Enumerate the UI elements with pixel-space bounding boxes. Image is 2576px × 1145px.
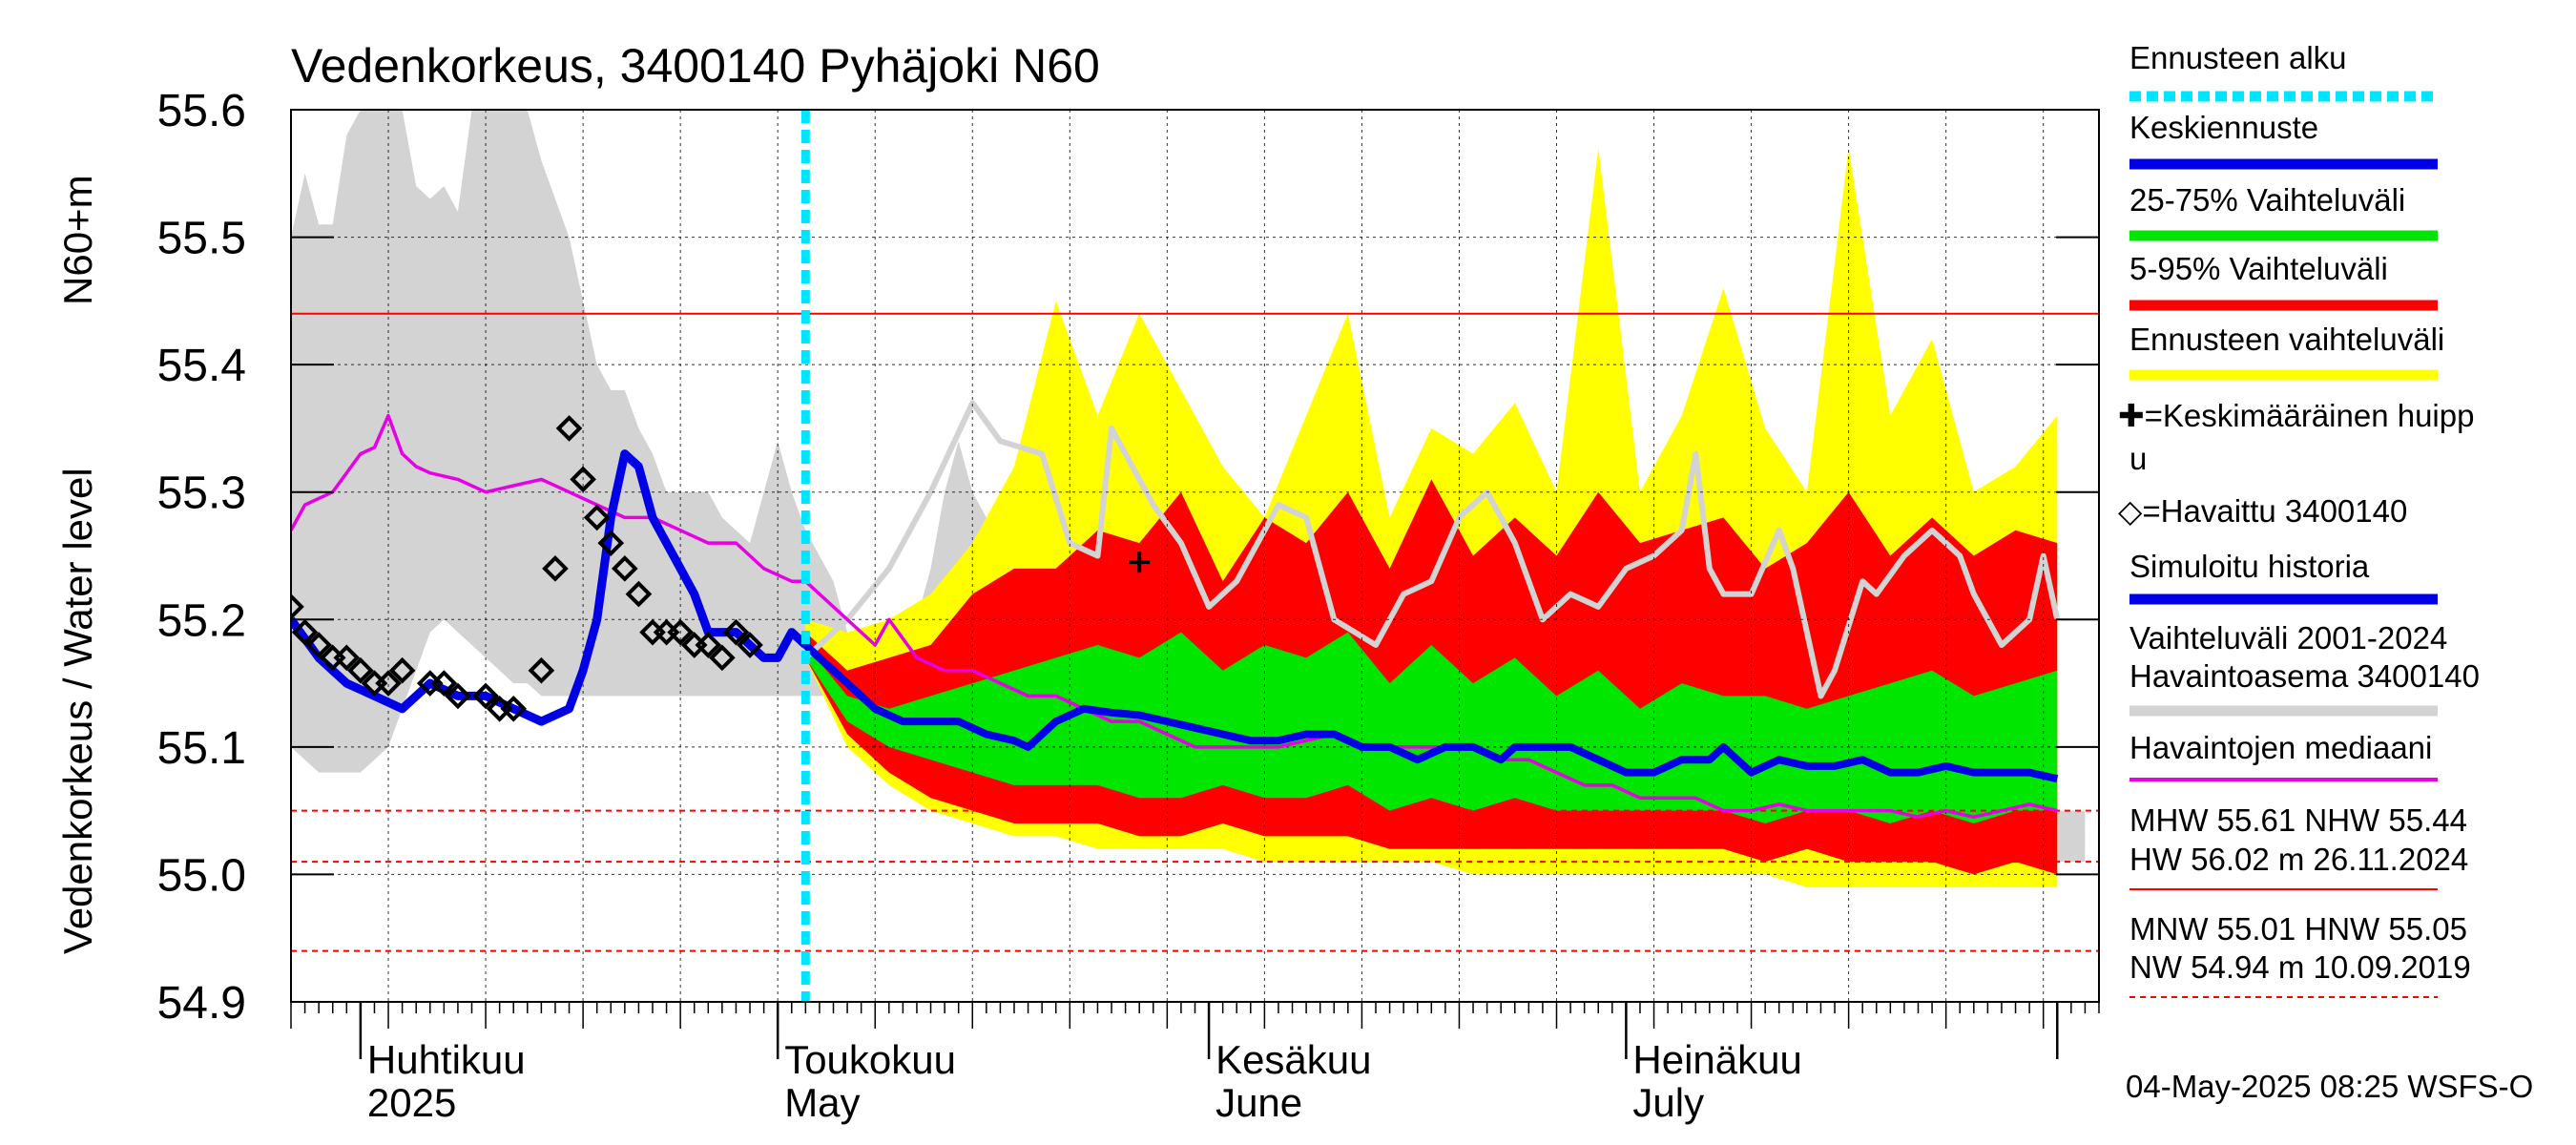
legend-label: ✚=Keskimääräinen huipp (2118, 398, 2474, 433)
legend-label: Ennusteen alku (2129, 40, 2347, 75)
observed-point (667, 618, 694, 646)
x-month-label: Kesäkuu (1215, 1037, 1371, 1082)
y-axis-unit: N60+m (55, 175, 100, 305)
observed-point (347, 656, 374, 684)
chart-title: Vedenkorkeus, 3400140 Pyhäjoki N60 (291, 39, 1100, 93)
x-month-label-en: 2025 (367, 1080, 456, 1125)
mean-forecast-line (802, 642, 2059, 783)
band-25-75-area (805, 632, 2058, 823)
legend-label: 25-75% Vaihteluväli (2129, 182, 2405, 218)
y-tick-label: 55.6 (157, 86, 246, 136)
axes: 55.6 55.5 55.4 55.3 55.2 55.1 55.0 54.9 Vedenkor… (55, 86, 2100, 1125)
legend-label: Ennusteen vaihteluväli (2129, 322, 2444, 357)
plot-area (291, 110, 2099, 1002)
footer-timestamp: 04-May-2025 08:25 WSFS-O (2126, 1069, 2533, 1104)
observed-point (500, 695, 528, 722)
y-tick-label: 54.9 (157, 978, 246, 1029)
observed-point (445, 682, 471, 710)
y-axis-label: Vedenkorkeus / Water level (55, 468, 100, 954)
legend-label: u (2129, 441, 2147, 476)
observed-point (305, 632, 332, 658)
observed-point (542, 555, 569, 582)
legend-label: 5-95% Vaihteluväli (2129, 251, 2388, 286)
x-month-label: Heinäkuu (1632, 1037, 1801, 1082)
observed-point (570, 466, 596, 493)
observed-point (333, 644, 361, 672)
observed-point (291, 593, 304, 620)
legend-label: Havaintojen mediaani (2129, 730, 2432, 765)
legend-label: Keskiennuste (2129, 110, 2318, 145)
observed-point (722, 618, 750, 646)
stats-line: MHW 55.61 NHW 55.44 (2129, 802, 2467, 838)
y-tick-label: 55.5 (157, 214, 246, 264)
observed-point (291, 618, 319, 646)
observed-point (388, 656, 416, 684)
x-month-label: Huhtikuu (367, 1037, 526, 1082)
history-range-area (291, 110, 2086, 863)
observed-point (375, 670, 402, 697)
observed-point (583, 504, 611, 531)
x-month-label-en: May (784, 1080, 860, 1125)
y-tick-label: 55.1 (157, 723, 246, 774)
observed-point (737, 632, 763, 658)
y-tick-label: 55.3 (157, 468, 246, 519)
legend-label: Havaintoasema 3400140 (2129, 658, 2480, 694)
history-gray-line (803, 400, 2061, 699)
y-tick-label: 55.2 (157, 595, 246, 646)
observed-point (597, 530, 625, 556)
x-month-label-en: July (1632, 1080, 1704, 1125)
legend: Ennusteen alku Keskiennuste 25-75% Vaihtel… (2118, 40, 2480, 998)
simulated-history-line (291, 449, 809, 726)
observed-point (555, 415, 583, 442)
legend-label: Vaihteluväli 2001-2024 (2129, 620, 2447, 656)
observed-point (472, 682, 499, 710)
plot-content (291, 110, 2099, 1002)
observed-point (709, 644, 736, 672)
y-tick-label: 55.4 (157, 341, 246, 391)
observed-point (430, 670, 458, 697)
legend-label: Simuloitu historia (2129, 549, 2370, 584)
observed-point (612, 555, 638, 582)
x-month-label: Toukokuu (784, 1037, 956, 1082)
observed-point (625, 580, 653, 608)
legend-label: ◇=Havaittu 3400140 (2118, 493, 2407, 529)
stats-line: NW 54.94 m 10.09.2019 (2129, 949, 2471, 985)
mean-peak-marker (1129, 552, 1151, 573)
median-line (291, 413, 2058, 820)
observed-point (695, 632, 722, 658)
x-month-label-en: June (1215, 1080, 1302, 1125)
observed-point (528, 656, 555, 684)
stats-line: MNW 55.01 HNW 55.05 (2129, 911, 2467, 947)
y-tick-label: 55.0 (157, 850, 246, 901)
stats-line: HW 56.02 m 26.11.2024 (2129, 842, 2468, 877)
